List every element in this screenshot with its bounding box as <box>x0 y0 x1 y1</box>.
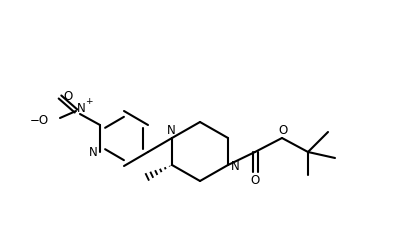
Text: O: O <box>278 124 287 137</box>
Text: +: + <box>85 98 93 106</box>
Text: −O: −O <box>30 114 49 127</box>
Text: N: N <box>230 160 239 174</box>
Text: O: O <box>63 89 72 103</box>
Text: N: N <box>167 124 175 137</box>
Text: N: N <box>76 103 86 115</box>
Text: N: N <box>89 145 97 159</box>
Text: O: O <box>250 174 260 187</box>
